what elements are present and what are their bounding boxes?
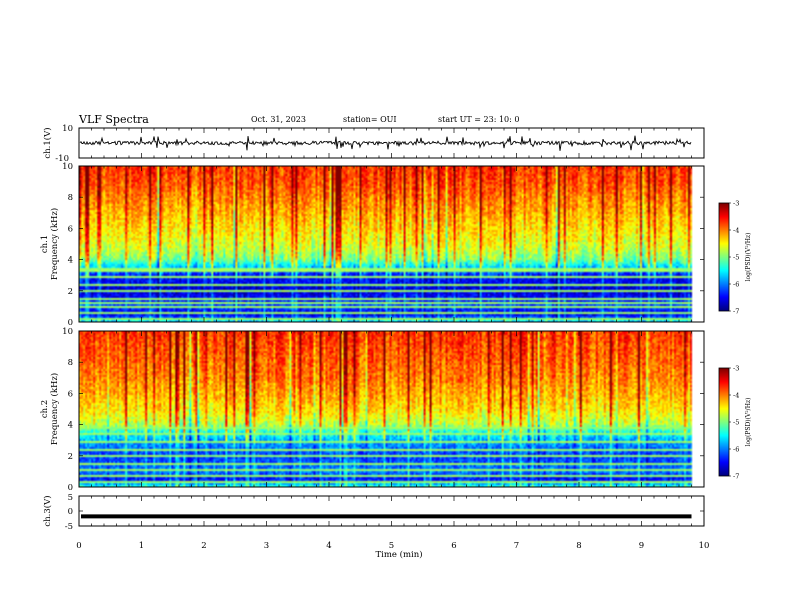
ch3-ytick-max: 5 — [68, 493, 73, 503]
colorbar-tick-label: -7 — [733, 308, 739, 316]
ch1-ylabel: ch.1(V) — [42, 127, 53, 158]
x-tick-label: 8 — [576, 541, 581, 551]
colorbar-tick-label: -3 — [733, 200, 739, 208]
ch1-colorbar-gradient — [719, 203, 729, 311]
spec-y-tick-label: 2 — [68, 287, 73, 297]
colorbar-tick-label: -5 — [733, 254, 739, 262]
spec-y-tick-label: 10 — [62, 327, 73, 337]
ch1-colorbar-label: log(PSD)(V²/Hz) — [745, 233, 752, 282]
spec-y-tick-label: 6 — [68, 224, 73, 234]
colorbar-tick-label: -4 — [733, 227, 739, 235]
spec-y-tick-label: 0 — [68, 318, 73, 328]
station-label: station= OUI — [343, 115, 397, 124]
spec-y-tick-label: 8 — [68, 358, 73, 368]
colorbar-tick-label: -7 — [733, 473, 739, 481]
ch2-colorbar-gradient — [719, 368, 729, 476]
spec-y-tick-label: 10 — [62, 162, 73, 172]
x-tick-label: 10 — [699, 541, 710, 551]
x-axis-label: Time (min) — [375, 549, 422, 560]
x-tick-label: 1 — [139, 541, 144, 551]
ch2-spec-ylabel-channel: ch.2 — [40, 400, 50, 418]
ch2-colorbar: -3 -4 -5 -6 -7 log(PSD)(V²/Hz) — [718, 365, 752, 481]
ch2-spec-ylabel-frequency: Frequency (kHz) — [49, 373, 60, 445]
colorbar-tick-label: -3 — [733, 365, 739, 373]
x-tick-label: 7 — [514, 541, 519, 551]
colorbar-tick-label: -6 — [733, 281, 739, 289]
ch3-ytick-min: -5 — [65, 522, 73, 532]
ch1-ytick-min: -10 — [55, 154, 69, 164]
ch1-colorbar: -3 -4 -5 -6 -7 log(PSD)(V²/Hz) — [718, 200, 752, 316]
ch3-ylabel: ch.3(V) — [42, 495, 53, 526]
spec-y-tick-label: 8 — [68, 193, 73, 203]
spec-y-tick-label: 2 — [68, 452, 73, 462]
ch1-waveform-trace — [79, 135, 692, 151]
ch1-ytick-max: 10 — [62, 124, 73, 134]
x-axis-tick-marks — [78, 128, 705, 526]
colorbar-tick-label: -4 — [733, 392, 739, 400]
start-time-label: start UT = 23: 10: 0 — [438, 115, 519, 124]
spec-y-tick-label: 4 — [68, 421, 73, 431]
ch3-waveform-panel: 5 0 -5 ch.3(V) 0 1 2 3 4 5 6 7 8 9 10 Time (min) — [42, 493, 709, 560]
spec-y-tick-label: 4 — [68, 256, 73, 266]
x-tick-label: 3 — [264, 541, 269, 551]
x-tick-label: 4 — [326, 541, 331, 551]
ch1-spectrogram-panel: 0 2 4 6 8 10 ch.1 Frequency (kHz) — [40, 162, 705, 328]
ch2-spectrogram-image — [79, 331, 704, 487]
spec-y-tick-label: 0 — [68, 483, 73, 493]
x-tick-label: 9 — [639, 541, 644, 551]
x-tick-label: 5 — [389, 541, 394, 551]
ch3-ytick-zero: 0 — [68, 507, 73, 517]
ch1-spectrogram-image — [79, 166, 704, 322]
ch1-spec-ylabel-channel: ch.1 — [40, 235, 50, 253]
ch2-spectrogram-panel: 0 2 4 6 8 10 ch.2 Frequency (kHz) — [40, 327, 705, 493]
colorbar-tick-label: -5 — [733, 419, 739, 427]
figure-title: VLF Spectra — [78, 113, 149, 126]
colorbar-tick-label: -6 — [733, 446, 739, 454]
x-tick-label: 0 — [76, 541, 81, 551]
ch2-colorbar-label: log(PSD)(V²/Hz) — [745, 398, 752, 447]
date-label: Oct. 31, 2023 — [251, 115, 306, 124]
spec-y-tick-label: 6 — [68, 389, 73, 399]
x-tick-label: 6 — [451, 541, 456, 551]
ch1-spec-ylabel-frequency: Frequency (kHz) — [49, 208, 60, 280]
x-tick-label: 2 — [201, 541, 206, 551]
